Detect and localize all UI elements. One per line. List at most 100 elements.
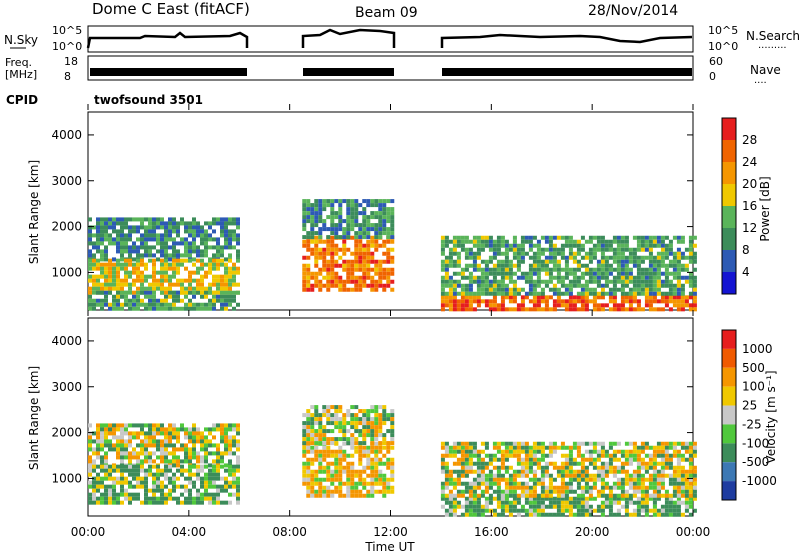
heatmap-cell [310, 449, 315, 454]
heatmap-cell [596, 473, 601, 478]
heatmap-cell [636, 461, 641, 466]
heatmap-cell [164, 225, 168, 230]
heatmap-cell [164, 294, 168, 299]
heatmap-cell [448, 263, 453, 268]
heatmap-cell [152, 290, 156, 295]
heatmap-cell [596, 295, 601, 300]
heatmap-cell [692, 445, 697, 450]
heatmap-cell [168, 217, 172, 222]
heatmap-cell [444, 461, 449, 466]
heatmap-cell [452, 481, 457, 486]
heatmap-cell [584, 465, 589, 470]
heatmap-cell [584, 496, 589, 501]
heatmap-cell [688, 469, 693, 474]
heatmap-cell [168, 492, 172, 497]
heatmap-cell [532, 279, 537, 284]
heatmap-cell [472, 508, 477, 513]
heatmap-cell [374, 429, 379, 434]
heatmap-cell [468, 303, 473, 308]
heatmap-cell [330, 493, 335, 498]
heatmap-cell [540, 445, 545, 450]
heatmap-cell [532, 493, 537, 498]
heatmap-cell [350, 465, 355, 470]
heatmap-cell [334, 437, 339, 442]
heatmap-cell [680, 251, 685, 256]
heatmap-cell [390, 421, 395, 426]
heatmap-cell [616, 469, 621, 474]
heatmap-cell [164, 286, 168, 291]
heatmap-cell [484, 508, 489, 513]
heatmap-cell [184, 447, 188, 452]
heatmap-cell [640, 508, 645, 513]
heatmap-cell [232, 266, 236, 271]
heatmap-cell [480, 473, 485, 478]
heatmap-cell [342, 235, 347, 240]
heatmap-cell [160, 278, 164, 283]
heatmap-cell [608, 441, 613, 446]
heatmap-cell [500, 299, 505, 304]
heatmap-cell [108, 447, 112, 452]
heatmap-cell [572, 299, 577, 304]
heatmap-cell [596, 469, 601, 474]
heatmap-cell [524, 473, 529, 478]
heatmap-cell [580, 299, 585, 304]
heatmap-cell [192, 427, 196, 432]
heatmap-cell [632, 263, 637, 268]
heatmap-cell [350, 437, 355, 442]
heatmap-cell [204, 492, 208, 497]
heatmap-cell [564, 259, 569, 264]
freq-left-bottom: 8 [64, 70, 71, 83]
heatmap-cell [192, 455, 196, 460]
heatmap-cell [196, 476, 200, 481]
heatmap-cell [468, 445, 473, 450]
heatmap-cell [184, 435, 188, 440]
heatmap-cell [196, 282, 200, 287]
heatmap-cell [508, 453, 513, 458]
heatmap-cell [342, 449, 347, 454]
heatmap-cell [692, 295, 697, 300]
heatmap-cell [468, 449, 473, 454]
heatmap-cell [378, 445, 383, 450]
heatmap-cell [496, 512, 501, 517]
heatmap-cell [132, 249, 136, 254]
heatmap-cell [568, 283, 573, 288]
heatmap-cell [536, 243, 541, 248]
heatmap-cell [628, 477, 633, 482]
heatmap-cell [472, 255, 477, 260]
heatmap-cell [156, 278, 160, 283]
heatmap-cell [338, 227, 343, 232]
heatmap-cell [560, 485, 565, 490]
heatmap-cell [524, 291, 529, 296]
heatmap-cell [444, 445, 449, 450]
heatmap-cell [680, 255, 685, 260]
heatmap-cell [148, 245, 152, 250]
heatmap-cell [124, 492, 128, 497]
heatmap-cell [540, 504, 545, 509]
heatmap-cell [656, 441, 661, 446]
heatmap-cell [172, 427, 176, 432]
heatmap-cell [112, 221, 116, 226]
heatmap-cell [596, 493, 601, 498]
heatmap-cell [524, 457, 529, 462]
heatmap-cell [156, 472, 160, 477]
heatmap-cell [180, 282, 184, 287]
heatmap-cell [172, 290, 176, 295]
heatmap-cell [358, 441, 363, 446]
heatmap-cell [492, 287, 497, 292]
heatmap-cell [648, 453, 653, 458]
heatmap-cell [350, 417, 355, 422]
heatmap-cell [176, 468, 180, 473]
heatmap-cell [452, 485, 457, 490]
heatmap-cell [310, 231, 315, 236]
heatmap-cell [156, 423, 160, 428]
heatmap-cell [350, 453, 355, 458]
heatmap-cell [640, 255, 645, 260]
heatmap-cell [604, 469, 609, 474]
heatmap-cell [444, 303, 449, 308]
heatmap-cell [692, 307, 697, 312]
heatmap-cell [624, 481, 629, 486]
heatmap-cell [326, 461, 331, 466]
heatmap-cell [334, 263, 339, 268]
heatmap-cell [680, 239, 685, 244]
heatmap-cell [358, 445, 363, 450]
